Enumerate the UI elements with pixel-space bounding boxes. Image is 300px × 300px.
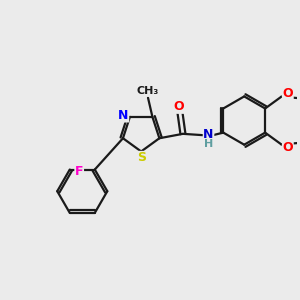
Text: O: O bbox=[283, 141, 293, 154]
Text: F: F bbox=[75, 164, 83, 178]
Text: H: H bbox=[204, 139, 213, 148]
Text: CH₃: CH₃ bbox=[137, 86, 159, 96]
Text: O: O bbox=[173, 100, 184, 113]
Text: O: O bbox=[283, 87, 293, 100]
Text: N: N bbox=[118, 109, 129, 122]
Text: S: S bbox=[137, 152, 146, 164]
Text: N: N bbox=[203, 128, 214, 141]
